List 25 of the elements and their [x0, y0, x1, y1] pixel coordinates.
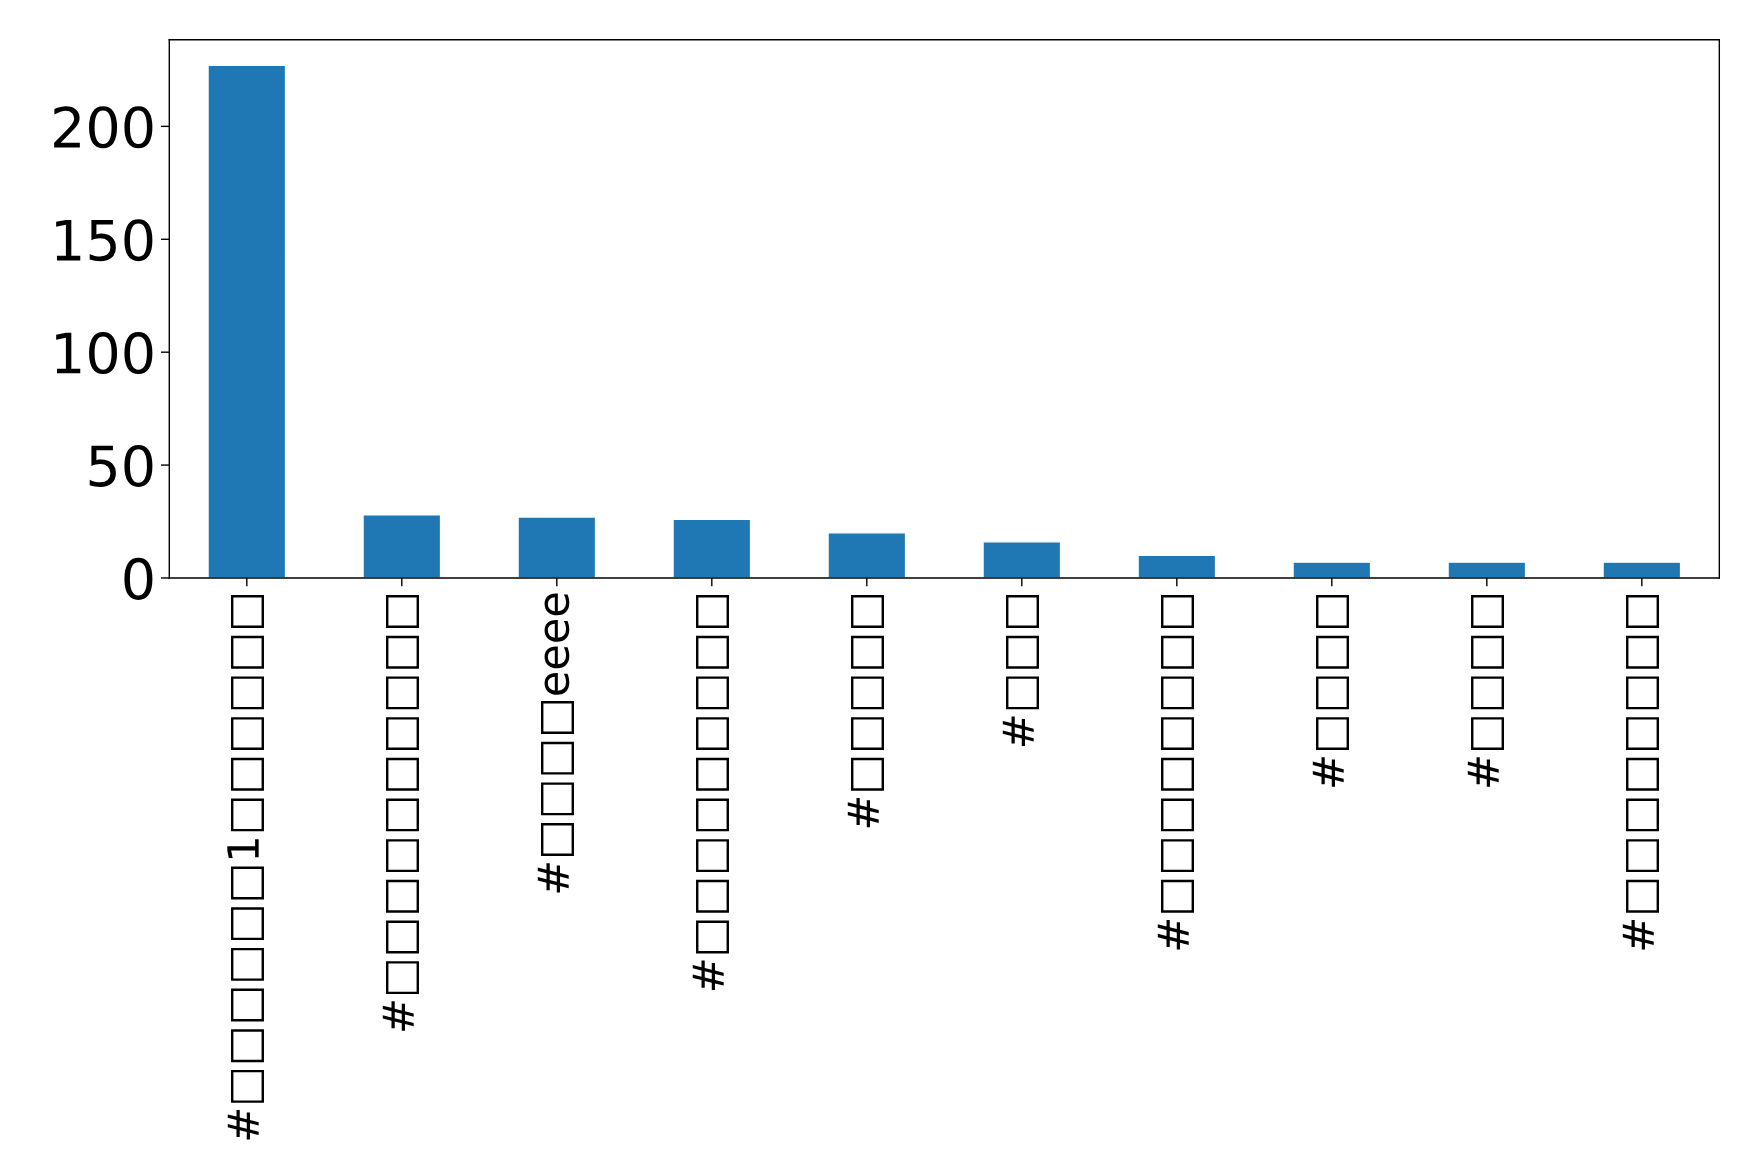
x-tick-label: #□□□□□ — [847, 595, 884, 828]
bar — [207, 64, 287, 578]
x-tick-label: #□□□□□□□□ — [1157, 595, 1194, 950]
y-tick-label: 100 — [56, 332, 153, 375]
bar — [982, 541, 1062, 578]
bar — [1602, 561, 1682, 578]
bar — [1447, 561, 1527, 578]
bar — [827, 532, 907, 578]
y-tick-label: 50 — [89, 444, 153, 487]
y-tick-label: 0 — [124, 557, 153, 600]
x-tick-label: #□□□□□□□□ — [1622, 595, 1659, 950]
x-tick-label: #□□□□□□□□□□ — [382, 595, 419, 1031]
bar — [1137, 554, 1217, 578]
x-tick-label: #□□□□ — [1467, 595, 1504, 787]
bar — [672, 518, 752, 578]
bar — [517, 516, 597, 578]
x-tick-label: #□□□□□□1□□□□□□ — [227, 595, 264, 1140]
bar — [362, 514, 442, 578]
x-tick-label: #□□□□□□□□□ — [692, 595, 729, 991]
x-tick-label: #□□□□eeee — [537, 593, 574, 893]
x-tick-label: #□□□□ — [1312, 595, 1349, 787]
y-tick-label: 200 — [54, 106, 153, 149]
x-tick-label: #□□□ — [1002, 595, 1039, 746]
y-tick-label: 150 — [56, 219, 153, 262]
bar — [1292, 561, 1372, 578]
